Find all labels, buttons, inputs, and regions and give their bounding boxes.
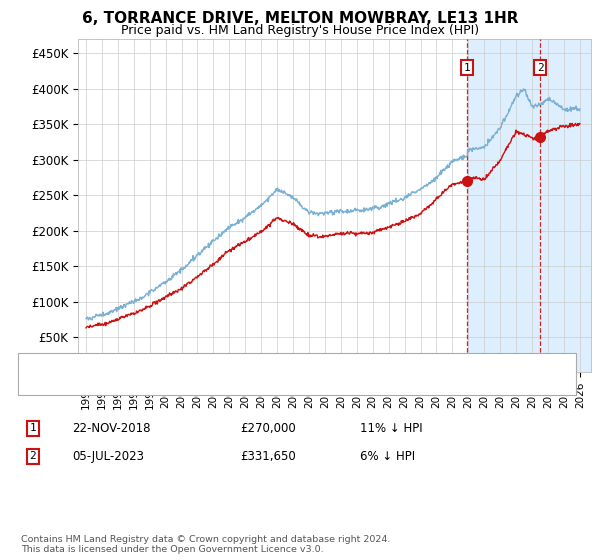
Text: 1: 1 <box>29 423 37 433</box>
Text: 05-JUL-2023: 05-JUL-2023 <box>72 450 144 463</box>
Text: 2: 2 <box>536 63 544 73</box>
Text: 2: 2 <box>29 451 37 461</box>
Bar <box>548 39 596 372</box>
Text: 1: 1 <box>463 63 470 73</box>
Text: ——: —— <box>36 358 64 372</box>
Text: Price paid vs. HM Land Registry's House Price Index (HPI): Price paid vs. HM Land Registry's House … <box>121 24 479 36</box>
Text: Contains HM Land Registry data © Crown copyright and database right 2024.
This d: Contains HM Land Registry data © Crown c… <box>21 535 391 554</box>
Text: 11% ↓ HPI: 11% ↓ HPI <box>360 422 422 435</box>
Text: 6, TORRANCE DRIVE, MELTON MOWBRAY, LE13 1HR: 6, TORRANCE DRIVE, MELTON MOWBRAY, LE13 … <box>82 11 518 26</box>
Text: £270,000: £270,000 <box>240 422 296 435</box>
Text: 6% ↓ HPI: 6% ↓ HPI <box>360 450 415 463</box>
Text: HPI: Average price, detached house, Melton: HPI: Average price, detached house, Melt… <box>69 379 308 389</box>
Text: 22-NOV-2018: 22-NOV-2018 <box>72 422 151 435</box>
Text: ——: —— <box>36 377 64 391</box>
Text: 6, TORRANCE DRIVE, MELTON MOWBRAY, LE13 1HR (detached house): 6, TORRANCE DRIVE, MELTON MOWBRAY, LE13 … <box>69 360 451 370</box>
Bar <box>467 39 596 372</box>
Text: £331,650: £331,650 <box>240 450 296 463</box>
